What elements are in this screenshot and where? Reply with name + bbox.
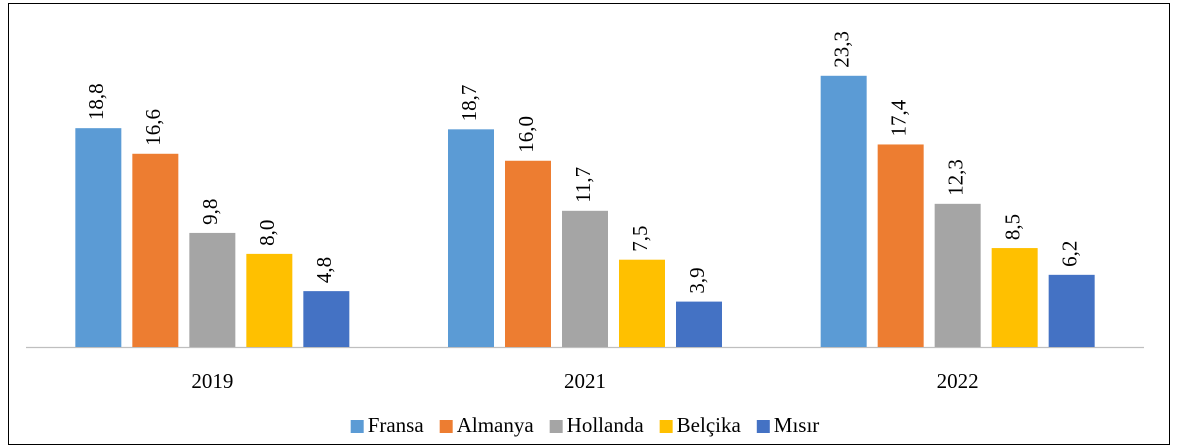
data-label: 16,6 (141, 109, 165, 146)
data-label: 11,7 (571, 167, 595, 203)
bar (562, 210, 608, 347)
legend-swatch (756, 420, 770, 433)
data-label: 17,4 (886, 99, 910, 136)
legend-label: Almanya (457, 413, 535, 437)
data-label: 7,5 (628, 225, 652, 251)
bar (246, 253, 293, 347)
x-tick-label: 2022 (937, 369, 979, 393)
legend-label: Fransa (368, 413, 425, 437)
data-label: 16,0 (514, 116, 538, 153)
bar (75, 128, 122, 347)
bar (820, 75, 867, 348)
bar (991, 248, 1038, 347)
data-label: 4,8 (312, 257, 336, 283)
data-label: 12,3 (943, 159, 967, 196)
legend-swatch (549, 420, 563, 433)
bar (448, 129, 494, 347)
bar (619, 259, 665, 347)
data-label: 23,3 (829, 31, 853, 68)
x-tick-label: 2021 (564, 369, 606, 393)
data-label: 18,8 (84, 83, 108, 120)
data-label: 8,0 (255, 220, 279, 246)
bar (877, 144, 924, 347)
legend-swatch (439, 420, 453, 433)
data-label: 9,8 (198, 199, 222, 225)
legend-label: Mısır (774, 413, 820, 437)
bar (132, 153, 179, 347)
bar (303, 291, 350, 347)
legend-swatch (350, 420, 364, 433)
x-tick-label: 2019 (191, 369, 233, 393)
legend-label: Hollanda (567, 413, 645, 437)
bar (934, 203, 981, 347)
data-label: 3,9 (685, 267, 709, 293)
data-label: 8,5 (1000, 214, 1024, 240)
data-label: 18,7 (457, 85, 481, 122)
bar (1048, 274, 1095, 347)
data-label: 6,2 (1057, 241, 1081, 267)
bar (505, 160, 551, 347)
legend-label: Belçika (677, 413, 742, 437)
bar (676, 301, 722, 347)
bar (189, 232, 236, 347)
legend-swatch (659, 420, 673, 433)
